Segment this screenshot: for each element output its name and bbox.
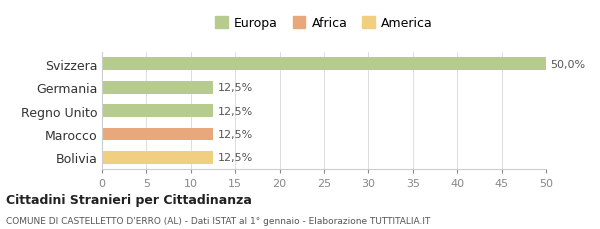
Bar — [102, 81, 213, 94]
Text: Cittadini Stranieri per Cittadinanza: Cittadini Stranieri per Cittadinanza — [6, 193, 252, 206]
Text: 50,0%: 50,0% — [550, 59, 586, 69]
Bar — [102, 105, 213, 117]
Text: COMUNE DI CASTELLETTO D'ERRO (AL) - Dati ISTAT al 1° gennaio - Elaborazione TUTT: COMUNE DI CASTELLETTO D'ERRO (AL) - Dati… — [6, 216, 430, 225]
Bar — [102, 128, 213, 141]
Bar — [102, 58, 546, 71]
Text: 12,5%: 12,5% — [217, 129, 253, 139]
Text: 12,5%: 12,5% — [217, 153, 253, 163]
Bar — [102, 151, 213, 164]
Legend: Europa, Africa, America: Europa, Africa, America — [210, 12, 438, 35]
Text: 12,5%: 12,5% — [217, 83, 253, 93]
Text: 12,5%: 12,5% — [217, 106, 253, 116]
